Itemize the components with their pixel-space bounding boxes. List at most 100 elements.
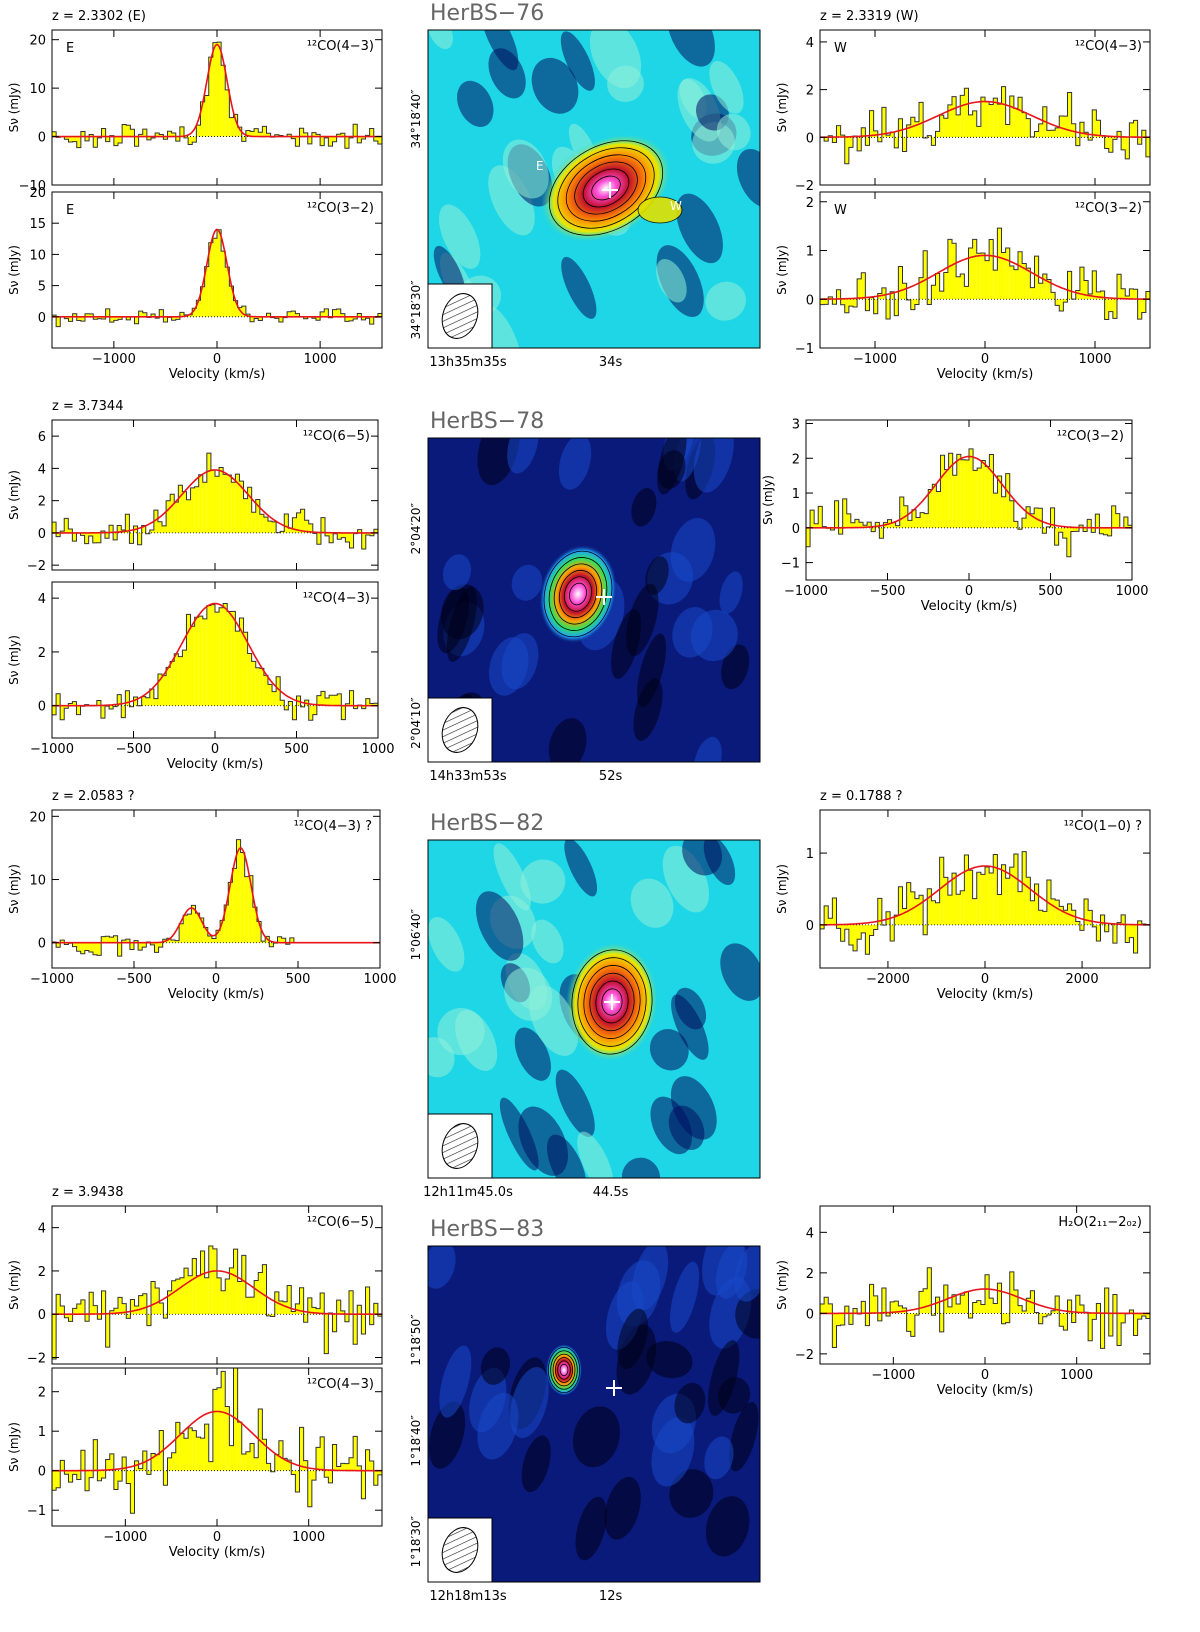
spectrum-bin bbox=[340, 1310, 345, 1315]
noise-blob bbox=[457, 80, 494, 127]
spectrum-bin bbox=[1013, 269, 1018, 300]
spectrum-bin bbox=[287, 1460, 292, 1471]
spectrum-bin bbox=[952, 1294, 957, 1314]
noise-blob bbox=[548, 718, 587, 762]
spectrum-bin bbox=[373, 703, 378, 706]
spectrum-histogram bbox=[52, 41, 382, 149]
noise-blob bbox=[646, 1341, 693, 1379]
spectrum-bin bbox=[216, 930, 221, 943]
spectrum-bin bbox=[857, 278, 862, 300]
noise-blob bbox=[670, 1076, 717, 1140]
spectrum-bin bbox=[972, 110, 977, 138]
spectrum-bin bbox=[225, 89, 230, 137]
contour bbox=[591, 175, 621, 201]
x-tick-label: 0 bbox=[211, 742, 219, 757]
gaussian-fit bbox=[52, 469, 378, 534]
spectrum-bin bbox=[134, 940, 139, 943]
spectrum-bin bbox=[118, 316, 123, 320]
spectrum-bin bbox=[349, 690, 354, 706]
spectrum-bin bbox=[142, 1293, 147, 1315]
x-tick-label: 1000 bbox=[363, 972, 396, 987]
contour bbox=[553, 563, 603, 625]
spectrum-bin bbox=[353, 705, 358, 709]
x-tick-label: 1000 bbox=[1078, 352, 1111, 367]
contour bbox=[574, 161, 638, 215]
spectrum-bin bbox=[159, 309, 164, 317]
spectrum-bin bbox=[1107, 527, 1112, 536]
spectrum-bin bbox=[1088, 1313, 1093, 1341]
spectrum-panel-s76-E-43: −10 0 10 20 Sν (mJy) ¹²CO(4−3) Ez = 2.3302 (E) bbox=[7, 9, 383, 194]
spectrum-bin bbox=[287, 311, 292, 317]
spectrum-bin bbox=[1111, 505, 1116, 528]
spectrum-bin bbox=[1038, 508, 1043, 528]
spectrum-bin bbox=[312, 705, 317, 715]
spectrum-bin bbox=[1021, 518, 1027, 528]
spectrum-bin bbox=[166, 938, 171, 943]
spectrum-histogram bbox=[52, 839, 295, 957]
spectrum-bin bbox=[1034, 884, 1039, 925]
spectrum-bin bbox=[1121, 137, 1126, 150]
ra-tick-label: 52s bbox=[599, 769, 623, 784]
spectrum-bin bbox=[332, 136, 337, 142]
spectrum-bin bbox=[935, 131, 940, 138]
beam-ellipse bbox=[441, 293, 479, 339]
x-tick-label: 0 bbox=[965, 584, 973, 599]
position-cross bbox=[602, 182, 618, 198]
spectrum-bin bbox=[316, 695, 321, 706]
spectrum-bin bbox=[311, 1307, 316, 1315]
spectrum-bin bbox=[204, 95, 209, 137]
spectrum-bin bbox=[369, 532, 374, 536]
spectrum-bin bbox=[204, 1277, 209, 1315]
line-label: ¹²CO(4−3) bbox=[303, 591, 370, 606]
spectrum-bin bbox=[1096, 924, 1101, 941]
dec-tick-label: 1°18′30″ bbox=[409, 1515, 423, 1567]
spectrum-bin bbox=[146, 136, 151, 140]
spectrum-bin bbox=[192, 1258, 197, 1315]
spectrum-bin bbox=[269, 942, 274, 947]
spectrum-bin bbox=[857, 137, 862, 151]
spectrum-bin bbox=[113, 935, 118, 943]
spectrum-bin bbox=[919, 895, 924, 925]
contour bbox=[595, 980, 629, 1024]
spectrum-bin bbox=[199, 918, 204, 943]
spectrum-bin bbox=[361, 316, 366, 320]
spectrum-bin bbox=[1108, 299, 1113, 312]
spectrum-bin bbox=[960, 95, 965, 138]
spectrum-bin bbox=[188, 1275, 193, 1315]
x-tick-label: −1000 bbox=[784, 584, 828, 599]
noise-blob bbox=[716, 113, 751, 151]
y-axis-label: Sν (mJy) bbox=[7, 1260, 21, 1310]
spectrum-bin bbox=[303, 1460, 308, 1471]
spectrum-bin bbox=[280, 531, 285, 533]
spectrum-bin bbox=[179, 1433, 184, 1471]
spectrum-bin bbox=[1018, 97, 1023, 138]
spectrum-bin bbox=[129, 532, 134, 544]
spectrum-bin bbox=[890, 1301, 895, 1314]
spectrum-bin bbox=[254, 1457, 259, 1471]
spectrum-bin bbox=[72, 1308, 77, 1315]
spectrum-bin bbox=[377, 1314, 382, 1317]
position-cross bbox=[596, 589, 612, 605]
y-tick-label: 5 bbox=[38, 280, 46, 295]
spectrum-bin bbox=[818, 506, 823, 528]
spectrum-bin bbox=[175, 136, 180, 142]
spectrum-bin bbox=[56, 693, 61, 706]
spectrum-bin bbox=[64, 316, 69, 319]
spectrum-bin bbox=[217, 1387, 222, 1471]
spectrum-bin bbox=[170, 661, 175, 706]
spectrum-bin bbox=[1100, 914, 1105, 925]
spectrum-bin bbox=[76, 316, 81, 321]
noise-blob bbox=[521, 1435, 551, 1493]
dec-tick-label: 34°18′40″ bbox=[409, 89, 423, 149]
spectrum-bin bbox=[1051, 292, 1056, 300]
spectrum-bin bbox=[247, 653, 252, 706]
spectrum-bin bbox=[1141, 299, 1146, 313]
noise-blob bbox=[693, 736, 722, 762]
spectrum-bin bbox=[149, 530, 154, 533]
x-tick-label: −1000 bbox=[30, 972, 74, 987]
spectrum-bin bbox=[333, 695, 338, 706]
spectrum-bin bbox=[1058, 527, 1063, 533]
spectrum-bin bbox=[1013, 854, 1018, 925]
spectrum-histogram bbox=[52, 603, 378, 721]
spectrum-bin bbox=[126, 125, 131, 137]
